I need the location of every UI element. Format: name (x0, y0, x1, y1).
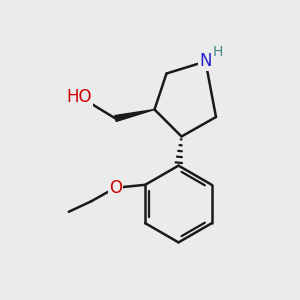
Text: H: H (213, 45, 223, 59)
Text: O: O (109, 179, 122, 197)
Polygon shape (115, 110, 154, 122)
Text: HO: HO (67, 88, 92, 106)
Text: N: N (199, 52, 212, 70)
